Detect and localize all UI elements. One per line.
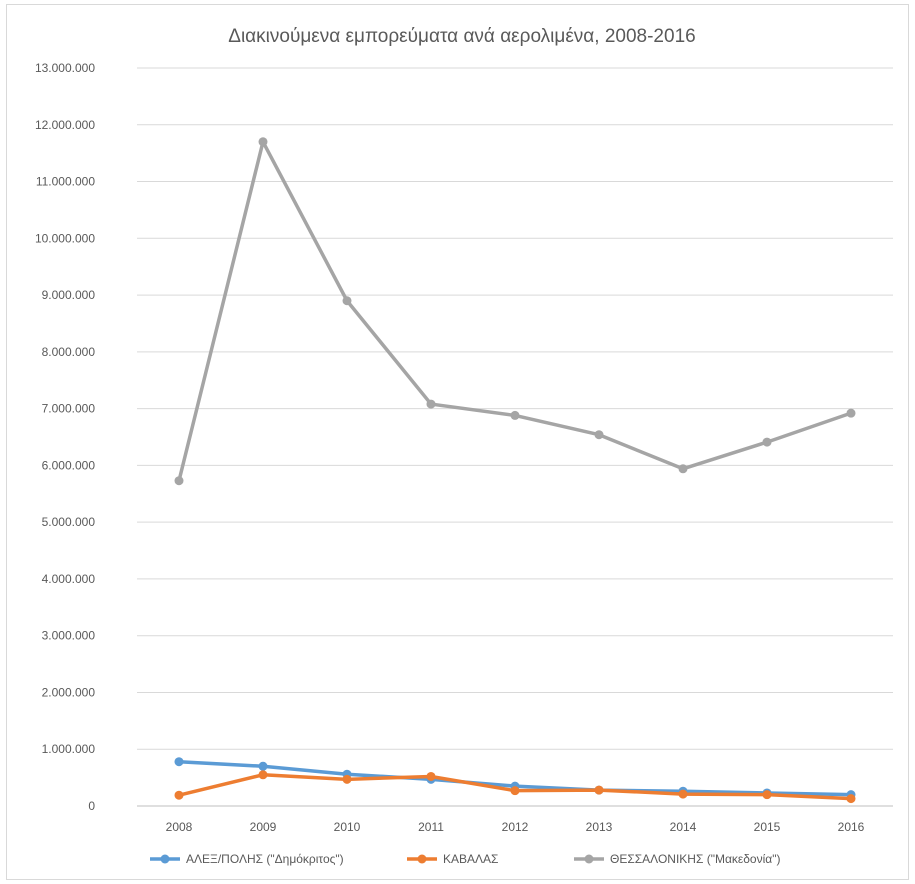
data-point: [174, 790, 184, 800]
legend-marker: [584, 854, 594, 864]
data-point: [174, 476, 184, 486]
y-tick-label: 4.000.000: [42, 572, 96, 586]
y-tick-label: 7.000.000: [42, 402, 96, 416]
data-point: [594, 430, 604, 440]
x-tick-label: 2012: [502, 820, 529, 834]
legend-marker: [417, 854, 427, 864]
legend-marker: [160, 854, 170, 864]
x-tick-label: 2016: [838, 820, 865, 834]
x-tick-label: 2010: [334, 820, 361, 834]
data-point: [594, 785, 604, 795]
legend-label: ΑΛΕΞ/ΠΟΛΗΣ ("Δημόκριτος"): [186, 852, 344, 866]
x-tick-label: 2013: [586, 820, 613, 834]
data-point: [846, 408, 856, 418]
x-tick-label: 2008: [166, 820, 193, 834]
x-tick-label: 2014: [670, 820, 697, 834]
data-point: [258, 770, 268, 780]
data-point: [258, 761, 268, 771]
x-tick-label: 2015: [754, 820, 781, 834]
legend: ΑΛΕΞ/ΠΟΛΗΣ ("Δημόκριτος") ΚΑΒΑΛΑΣ ΘΕΣΣΑΛΟΝ…: [150, 852, 780, 866]
data-point: [678, 464, 688, 474]
data-point: [510, 410, 520, 420]
y-tick-label: 5.000.000: [42, 515, 96, 529]
chart-title: Διακινούμενα εμπορεύματα ανά αερολιμένα,…: [228, 26, 695, 47]
y-tick-label: 3.000.000: [42, 629, 96, 643]
data-point: [342, 774, 352, 784]
data-point: [342, 296, 352, 306]
data-point: [426, 771, 436, 781]
legend-label: ΚΑΒΑΛΑΣ: [443, 852, 498, 866]
series-lines: [174, 137, 856, 804]
gridlines: [137, 67, 893, 807]
legend-label: ΘΕΣΣΑΛΟΝΙΚΗΣ ("Μακεδονία"): [610, 852, 780, 866]
y-tick-label: 12.000.000: [35, 118, 95, 132]
data-point: [426, 399, 436, 409]
data-point: [258, 137, 268, 147]
data-point: [762, 437, 772, 447]
chart-frame: [6, 4, 909, 880]
x-tick-label: 2009: [250, 820, 277, 834]
data-point: [510, 786, 520, 796]
data-point: [846, 794, 856, 804]
series-3: [174, 137, 856, 486]
x-axis-ticks: 2008 2009 2010 2011 2012 2013 2014 2015 2016: [166, 820, 865, 834]
series-2: [174, 770, 856, 804]
y-tick-label: 1.000.000: [42, 742, 96, 756]
y-tick-label: 0: [88, 799, 95, 813]
data-point: [174, 757, 184, 767]
y-tick-label: 13.000.000: [35, 61, 95, 75]
data-point: [678, 789, 688, 799]
y-tick-label: 10.000.000: [35, 231, 95, 245]
y-tick-label: 2.000.000: [42, 685, 96, 699]
y-axis-ticks: 0 1.000.000 2.000.000 3.000.000 4.000.000 5.0…: [35, 61, 95, 813]
y-tick-label: 9.000.000: [42, 288, 96, 302]
data-point: [762, 790, 772, 800]
y-tick-label: 11.000.000: [36, 175, 95, 189]
y-tick-label: 6.000.000: [42, 458, 96, 472]
series-line: [177, 140, 853, 483]
x-tick-label: 2011: [418, 820, 444, 834]
y-tick-label: 8.000.000: [42, 345, 96, 359]
